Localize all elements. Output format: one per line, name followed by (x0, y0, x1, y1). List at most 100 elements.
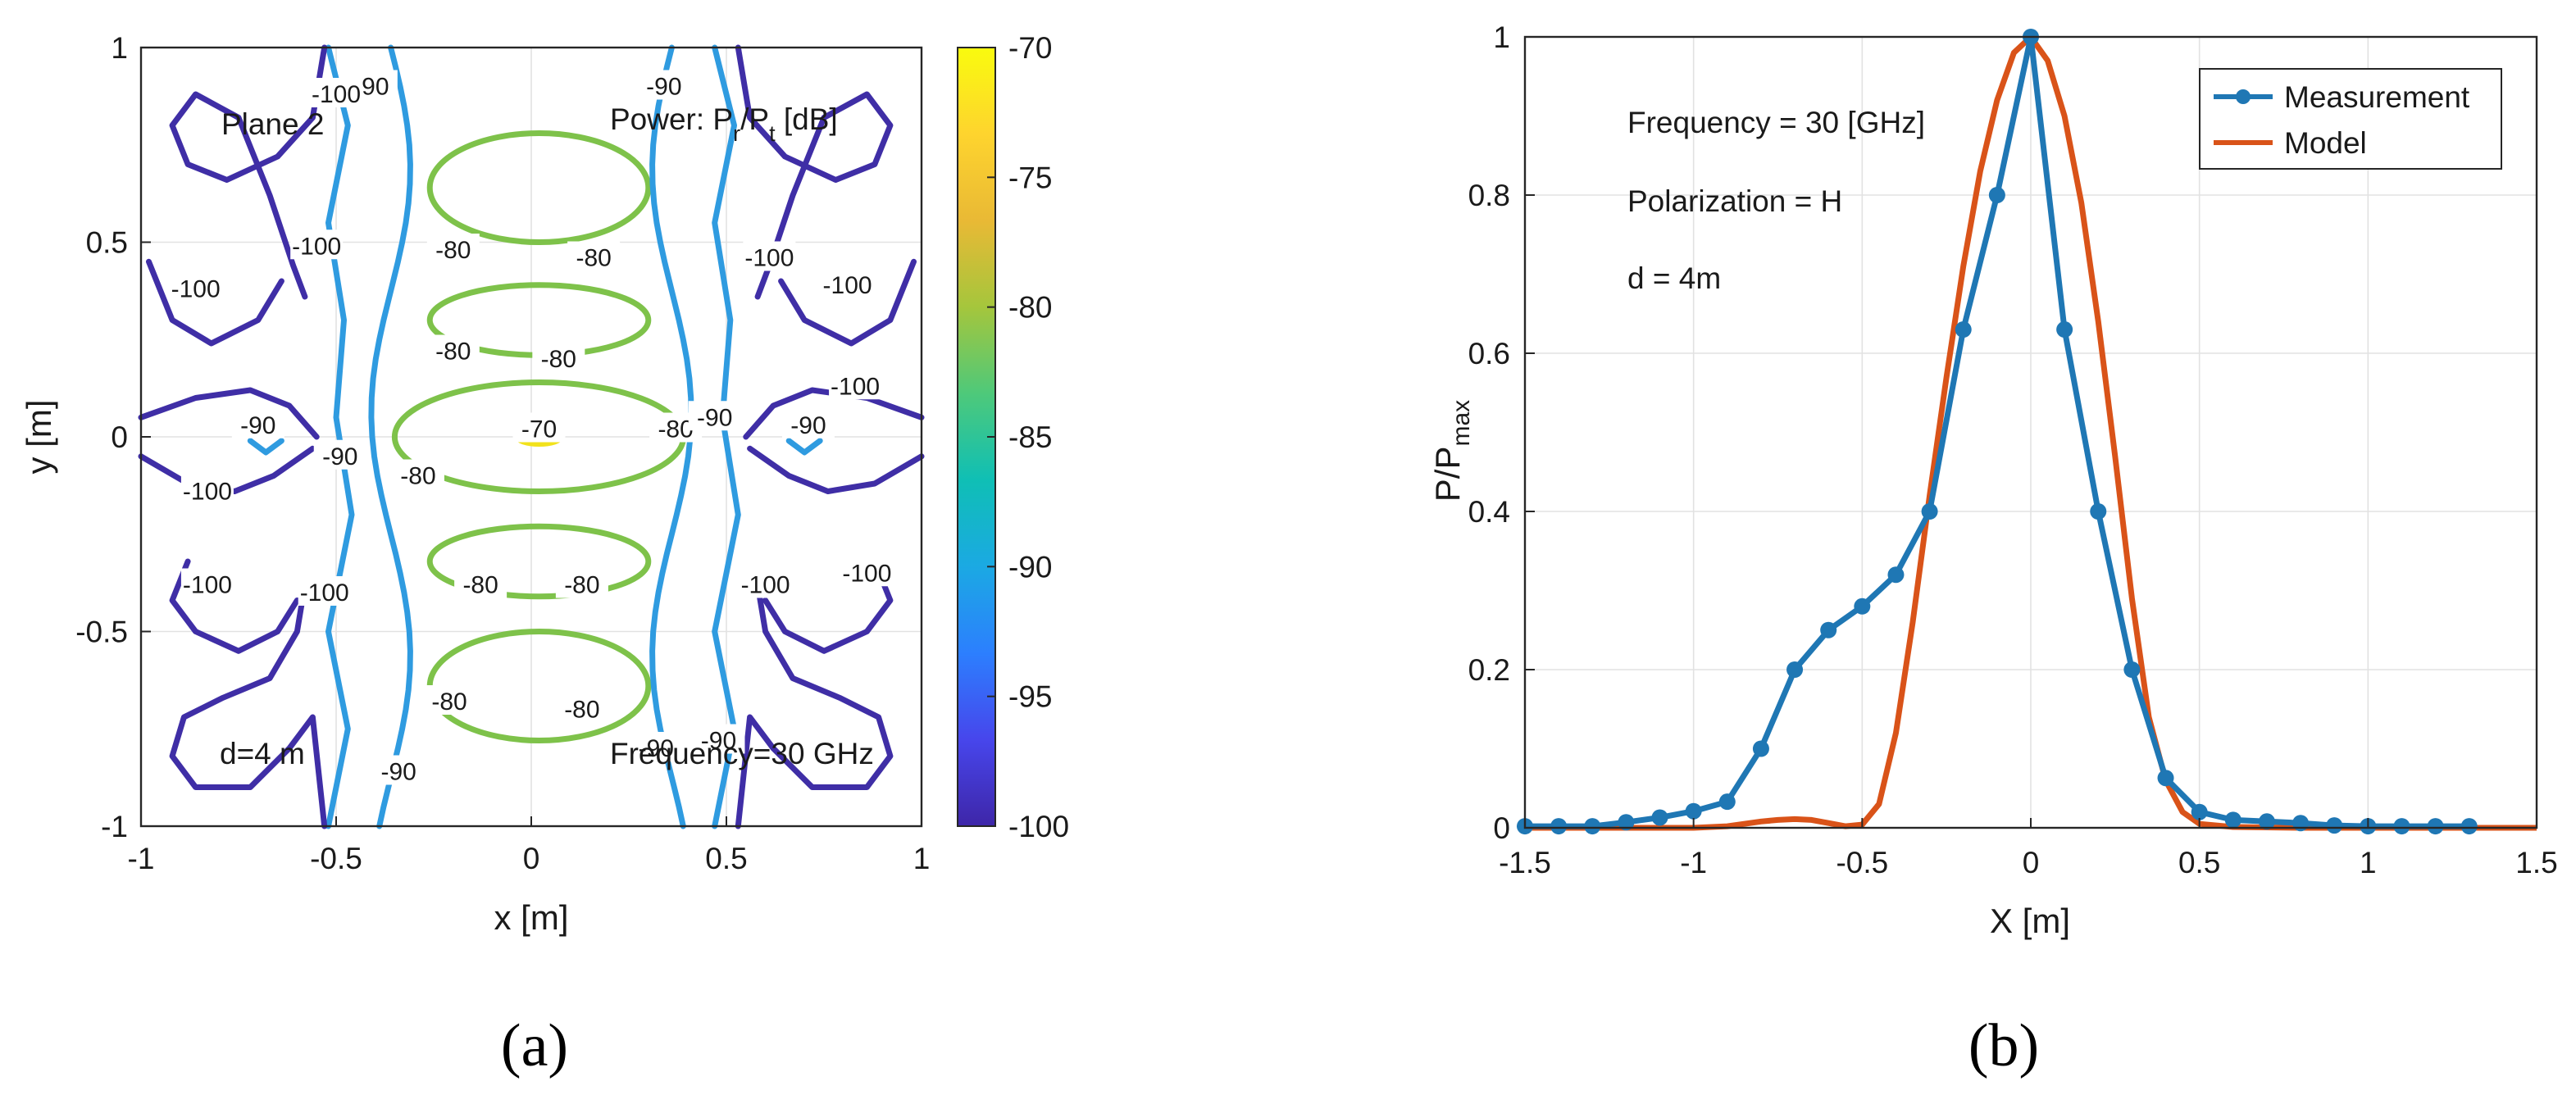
legend-measurement-marker (2236, 89, 2251, 104)
caption-b: (b) (1968, 1012, 2039, 1079)
colorbar-tick-label: -100 (1008, 810, 1069, 843)
contour-label: -100 (831, 373, 880, 400)
plane-annotation: Plane 2 (221, 107, 325, 141)
contour-y-tick-label: 1 (111, 31, 128, 65)
legend-model-label: Model (2284, 126, 2367, 160)
power-annotation: Power: Pr/Pt [dB] (610, 102, 838, 146)
model-series-line (1525, 34, 2537, 831)
contour-y-tick-label: 0 (111, 420, 128, 454)
contour-line-100 (138, 445, 316, 494)
measurement-point (2090, 503, 2107, 520)
legend: Measurement Model (2199, 68, 2502, 170)
contour-label-bg (829, 370, 882, 400)
contour-label: -100 (183, 479, 232, 506)
contour-y-tick-label: -0.5 (75, 616, 128, 649)
contour-label: -100 (300, 579, 349, 607)
contour-label-bg (298, 576, 351, 606)
contour-y-tick-label: -1 (101, 810, 128, 843)
measurement-point (1988, 187, 2005, 203)
measurement-point (2326, 817, 2343, 834)
contour-label-bg (781, 408, 835, 438)
contour-line-100 (762, 558, 894, 654)
contour-label: -80 (576, 245, 611, 272)
contour-label: -100 (823, 272, 872, 299)
contour-label-bg (567, 241, 621, 271)
contour-label-bg (290, 229, 344, 260)
contour-x-tick-label: 0.5 (705, 842, 747, 875)
contour-label: -90 (639, 735, 674, 762)
measurement-point (2427, 818, 2444, 835)
contour-label-bg (423, 685, 476, 715)
contour-x-ticks: -1 -0.5 0 0.5 1 (128, 816, 930, 875)
line-x-ticks: -1.5 -1 -0.5 0 0.5 1 1.5 (1499, 818, 2558, 879)
contour-label-bg (630, 732, 683, 761)
line-y-tick-label: 0.2 (1468, 653, 1510, 687)
contour-line-100 (735, 582, 894, 829)
legend-measurement-label: Measurement (2284, 80, 2470, 114)
contour-label: -100 (171, 276, 221, 303)
colorbar-tick-label: -75 (1008, 161, 1052, 194)
contour-lines (138, 44, 925, 829)
contour-label-bg (840, 557, 894, 587)
contour-label: -80 (462, 572, 498, 599)
contour-y-axis-label: y [m] (20, 400, 58, 475)
line-x-tick-label: 0.5 (2178, 846, 2220, 879)
contour-label: -100 (183, 572, 232, 599)
contour-label: -80 (400, 463, 435, 490)
polarization-text: Polarization = H (1627, 184, 1842, 218)
contour-line-90 (368, 44, 413, 829)
contour-line-100 (743, 387, 925, 440)
colorbar-tick-label: -80 (1008, 291, 1052, 325)
contour-line-90 (325, 44, 355, 829)
colorbar-tick-label: -70 (1008, 31, 1052, 65)
measurement-point (1820, 621, 1837, 638)
measurement-point (2393, 818, 2410, 835)
contour-line-80 (426, 523, 652, 600)
contour-label-bg (512, 412, 566, 443)
line-x-tick-label: 0 (2023, 846, 2040, 879)
legend-box (2199, 68, 2502, 170)
line-y-tick-label: 1 (1493, 20, 1510, 54)
line-y-tick-label: 0.6 (1468, 337, 1510, 370)
contour-x-tick-label: -0.5 (310, 842, 362, 875)
contour-label: -80 (435, 338, 471, 366)
contour-label: -80 (541, 346, 576, 373)
measurement-point (1618, 814, 1635, 831)
colorbar-tick-label: -95 (1008, 680, 1052, 714)
contour-line-100 (169, 558, 300, 654)
contour-label-bg (637, 70, 690, 100)
contour-label: -90 (646, 74, 681, 101)
line-x-tick-label: 1 (2360, 846, 2377, 879)
contour-label: -80 (564, 697, 599, 724)
contour-label: -90 (701, 728, 736, 755)
contour-line-100 (169, 582, 328, 829)
measurement-point (2258, 813, 2275, 830)
measurement-point (1718, 793, 1736, 811)
measurement-point (1887, 566, 1905, 584)
contour-line-90 (247, 438, 284, 456)
measurement-point (1955, 321, 1972, 338)
frequency-annotation: Frequency=30 GHz (610, 737, 874, 770)
measurement-point (2056, 321, 2073, 338)
contour-label: -100 (312, 81, 361, 108)
contour-line-100 (138, 387, 320, 440)
measurement-point (2460, 818, 2478, 835)
contour-label: -70 (521, 416, 557, 443)
contour-label-bg (739, 568, 792, 598)
contour-label: -100 (744, 245, 794, 272)
contour-label-bg (169, 272, 222, 302)
contour-label: -80 (658, 416, 693, 443)
line-y-ticks: 0 0.2 0.4 0.6 0.8 1 (1468, 20, 1535, 845)
frequency-text: Frequency = 30 [GHz] (1627, 106, 1925, 139)
line-x-axis-label: X [m] (1990, 902, 2070, 940)
contour-label-bg (313, 439, 366, 470)
contour-labels: -70-80 -80-80 -80-80-80-80 -80-80 -80-90 -90-… (169, 70, 894, 786)
contour-y-tick-label: 0.5 (86, 226, 128, 260)
contour-label: -100 (842, 560, 891, 587)
contour-y-ticks: -1 -0.5 0 0.5 1 (75, 31, 151, 843)
line-y-tick-label: 0.4 (1468, 495, 1510, 529)
measurement-point (2123, 661, 2141, 678)
contour-label: -80 (431, 688, 467, 716)
colorbar-tick-label: -90 (1008, 550, 1052, 584)
